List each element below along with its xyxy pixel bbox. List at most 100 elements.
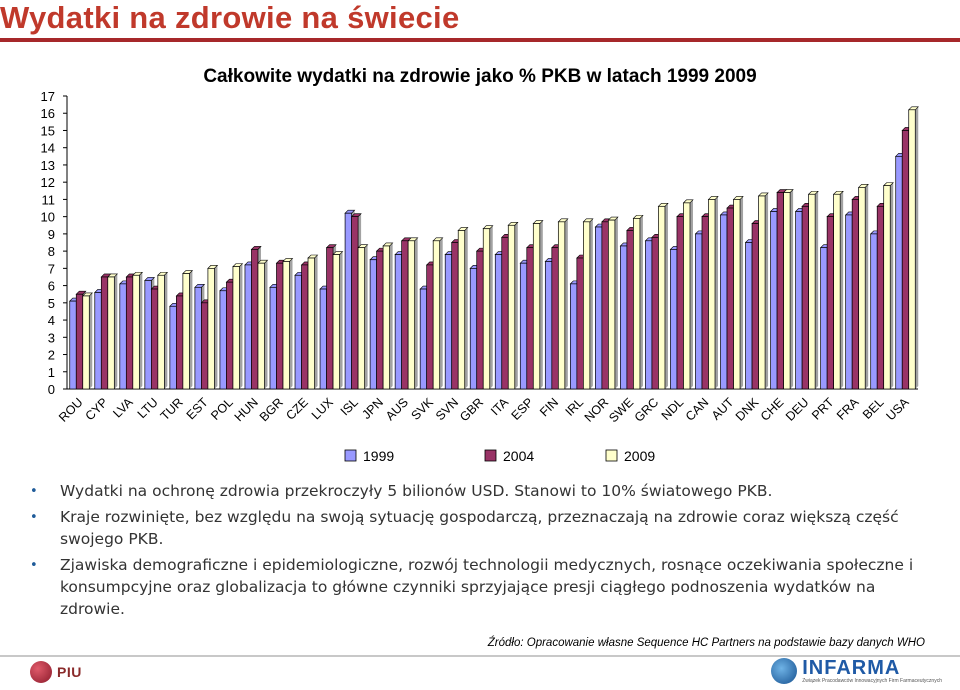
bar-2009-esp — [532, 223, 541, 390]
bar-1999-svn — [444, 254, 453, 390]
bar-2004-can — [701, 216, 709, 390]
x-tick-label: SVK — [408, 395, 436, 423]
bullet-item: • Zjawiska demograficzne i epidemiologicz… — [30, 554, 945, 620]
bullet-text: Kraje rozwinięte, bez względu na swoją s… — [60, 508, 899, 548]
x-tick-label: CHE — [758, 395, 787, 424]
bar-side — [114, 273, 118, 389]
bar-2009-swe — [633, 218, 641, 390]
footer-divider — [0, 655, 960, 657]
chart-title: Całkowite wydatki na zdrowie jako % PKB … — [203, 66, 756, 87]
y-tick-label: 6 — [48, 279, 55, 294]
bar-1999-isl — [344, 212, 352, 390]
piu-logo-icon — [30, 661, 52, 683]
bar-2004-che — [776, 192, 784, 390]
bar-chart: Całkowite wydatki na zdrowie jako % PKB … — [41, 66, 919, 464]
bar-2004-deu — [801, 205, 809, 390]
bar-2009-aus — [407, 240, 416, 390]
bullet-icon: • — [30, 484, 38, 499]
x-tick-label: USA — [884, 395, 913, 424]
x-tick-label: SWE — [606, 395, 636, 425]
bar-2004-fra — [851, 199, 860, 390]
x-tick-label: POL — [208, 395, 236, 423]
bar-2004-bel — [876, 205, 885, 390]
bar-side — [364, 244, 368, 389]
bar-1999-fra — [845, 214, 853, 390]
infarma-logo: INFARMA Związek Pracodawców Innowacyjnyc… — [771, 658, 942, 684]
bar-2004-rou — [75, 293, 84, 390]
x-tick-label: ESP — [509, 395, 537, 423]
bar-2004-swe — [626, 230, 634, 390]
bar-1999-grc — [645, 240, 653, 390]
x-tick-label: TUR — [158, 395, 186, 423]
bar-2004-cyp — [100, 276, 109, 390]
legend-swatch — [605, 449, 618, 462]
y-tick-label: 15 — [41, 123, 55, 138]
bar-2004-prt — [826, 216, 835, 390]
y-tick-label: 14 — [41, 141, 55, 156]
bar-side — [715, 196, 719, 389]
x-tick-label: CZE — [283, 395, 311, 423]
x-tick-label: BGR — [257, 395, 286, 424]
y-tick-label: 9 — [48, 227, 55, 242]
piu-logo: PIU — [30, 658, 90, 686]
bullet-icon: • — [30, 558, 38, 573]
bar-1999-lva — [119, 283, 127, 390]
bar-side — [189, 270, 193, 389]
infarma-logo-subtitle: Związek Pracodawców Innowacyjnych Firm F… — [802, 678, 942, 684]
x-tick-label: BEL — [860, 395, 887, 422]
y-tick-label: 12 — [41, 175, 55, 190]
bar-2004-aut — [726, 207, 734, 390]
y-tick-label: 13 — [41, 158, 55, 173]
x-tick-label: PRT — [809, 395, 837, 423]
bar-2004-irl — [576, 257, 584, 390]
bar-1999-ndl — [670, 249, 678, 390]
x-tick-label: GBR — [457, 395, 486, 424]
bar-side — [514, 222, 518, 389]
x-tick-label: CYP — [83, 395, 111, 423]
x-tick-label: SVN — [433, 395, 461, 423]
bar-2009-ita — [507, 224, 516, 390]
bar-2004-isl — [351, 216, 359, 390]
x-tick-label: ITA — [488, 395, 511, 418]
bar-2009-pol — [232, 266, 240, 390]
bar-2004-grc — [651, 236, 659, 390]
bar-2004-est — [201, 302, 209, 390]
bar-1999-fin — [544, 261, 553, 390]
bar-side — [414, 237, 418, 389]
bar-2009-jpn — [382, 245, 390, 390]
infarma-logo-text: INFARMA — [802, 657, 901, 679]
bar-side — [664, 203, 668, 389]
x-tick-label: LUX — [309, 395, 337, 423]
x-tick-label: DNK — [733, 395, 762, 424]
bar-side — [915, 106, 919, 389]
bar-2004-svk — [426, 264, 434, 390]
x-tick-label: FIN — [537, 395, 561, 419]
x-tick-label: NDL — [659, 395, 687, 423]
bar-2009-gbr — [482, 228, 491, 390]
bullet-list: • Wydatki na ochronę zdrowia przekroczyły… — [30, 480, 945, 624]
bar-side — [614, 217, 618, 389]
bar-2009-isl — [357, 247, 365, 390]
bar-2009-irl — [583, 221, 591, 390]
bar-2004-nor — [601, 221, 609, 390]
bar-1999-pol — [219, 290, 227, 390]
bar-2009-svk — [432, 240, 441, 390]
bullet-item: • Kraje rozwinięte, bez względu na swoją … — [30, 506, 945, 550]
bar-side — [790, 189, 794, 389]
y-tick-label: 5 — [48, 296, 55, 311]
x-tick-label: LTU — [135, 395, 161, 421]
y-tick-label: 10 — [41, 210, 55, 225]
infarma-logo-icon — [771, 658, 798, 684]
bar-1999-jpn — [369, 259, 377, 390]
y-tick-label: 4 — [48, 313, 55, 328]
bar-1999-lux — [319, 288, 327, 390]
y-tick-label: 1 — [48, 365, 55, 380]
bar-1999-aus — [394, 254, 402, 390]
bar-side — [389, 242, 393, 389]
bar-side — [564, 218, 568, 389]
bar-2004-hun — [251, 249, 259, 390]
bar-side — [639, 215, 643, 389]
bar-2009-che — [783, 192, 791, 390]
x-tick-label: EST — [184, 395, 211, 422]
y-tick-label: 3 — [48, 330, 55, 345]
